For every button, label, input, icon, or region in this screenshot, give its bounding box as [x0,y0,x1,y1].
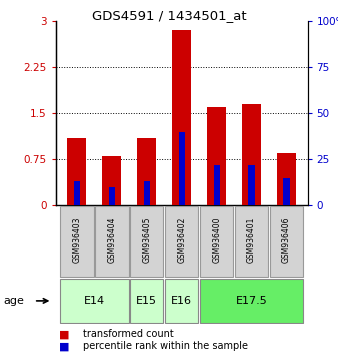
FancyBboxPatch shape [130,279,164,323]
Bar [108,187,115,205]
Text: GSM936400: GSM936400 [212,217,221,263]
Text: percentile rank within the sample: percentile rank within the sample [83,341,248,351]
Text: GSM936401: GSM936401 [247,217,256,263]
Text: ■: ■ [59,329,70,339]
Text: GSM936406: GSM936406 [282,217,291,263]
Text: E17.5: E17.5 [236,296,267,306]
Bar [248,165,255,205]
Text: GSM936402: GSM936402 [177,217,186,263]
FancyBboxPatch shape [200,206,234,277]
Text: GSM936405: GSM936405 [142,217,151,263]
Text: E15: E15 [136,296,157,306]
Bar [74,181,80,205]
FancyBboxPatch shape [200,279,304,323]
Bar [284,178,290,205]
Bar [277,153,296,205]
Bar [214,165,220,205]
Text: transformed count: transformed count [83,329,173,339]
Bar [137,138,156,205]
Text: GDS4591 / 1434501_at: GDS4591 / 1434501_at [92,9,246,22]
FancyBboxPatch shape [130,206,164,277]
FancyBboxPatch shape [235,206,268,277]
Text: GSM936403: GSM936403 [72,217,81,263]
FancyBboxPatch shape [60,206,94,277]
Text: E14: E14 [84,296,105,306]
Bar [207,107,226,205]
FancyBboxPatch shape [60,279,128,323]
FancyBboxPatch shape [165,279,198,323]
FancyBboxPatch shape [95,206,128,277]
Bar [178,132,185,205]
Bar [172,30,191,205]
Text: GSM936404: GSM936404 [107,217,116,263]
Text: E16: E16 [171,296,192,306]
Bar [102,156,121,205]
Text: age: age [3,296,24,306]
Text: ■: ■ [59,341,70,351]
Bar [144,181,150,205]
FancyBboxPatch shape [165,206,198,277]
Bar [242,104,261,205]
Bar [67,138,87,205]
FancyBboxPatch shape [270,206,304,277]
